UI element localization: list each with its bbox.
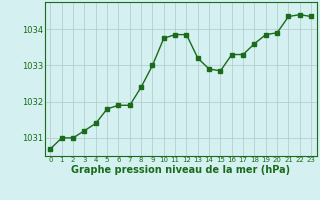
X-axis label: Graphe pression niveau de la mer (hPa): Graphe pression niveau de la mer (hPa) xyxy=(71,165,290,175)
